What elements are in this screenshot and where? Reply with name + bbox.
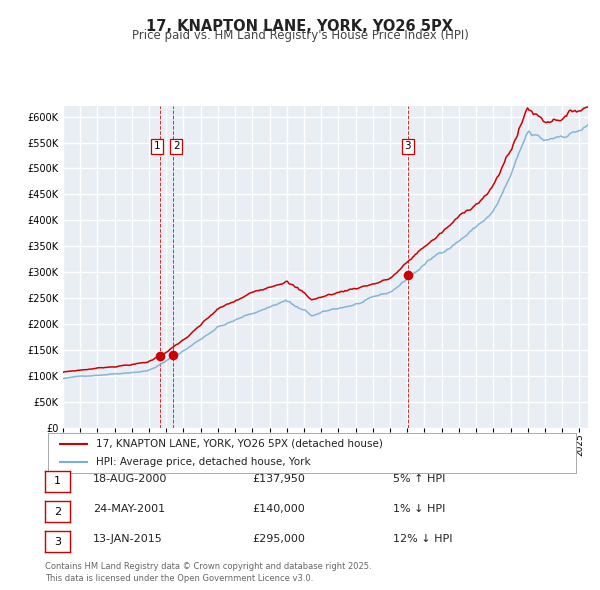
Text: 13-JAN-2015: 13-JAN-2015 — [93, 535, 163, 544]
Text: £140,000: £140,000 — [252, 504, 305, 514]
Text: 1: 1 — [54, 477, 61, 486]
Text: 5% ↑ HPI: 5% ↑ HPI — [393, 474, 445, 484]
Point — [403, 270, 413, 280]
Text: 24-MAY-2001: 24-MAY-2001 — [93, 504, 165, 514]
Point — [168, 350, 178, 360]
Text: 1: 1 — [154, 142, 160, 152]
Text: 18-AUG-2000: 18-AUG-2000 — [93, 474, 167, 484]
Text: Price paid vs. HM Land Registry's House Price Index (HPI): Price paid vs. HM Land Registry's House … — [131, 30, 469, 42]
Text: 2: 2 — [173, 142, 179, 152]
Text: 3: 3 — [54, 537, 61, 546]
Text: £137,950: £137,950 — [252, 474, 305, 484]
Text: £295,000: £295,000 — [252, 535, 305, 544]
Text: 3: 3 — [404, 142, 411, 152]
Text: HPI: Average price, detached house, York: HPI: Average price, detached house, York — [95, 457, 310, 467]
Text: 12% ↓ HPI: 12% ↓ HPI — [393, 535, 452, 544]
Text: Contains HM Land Registry data © Crown copyright and database right 2025.
This d: Contains HM Land Registry data © Crown c… — [45, 562, 371, 583]
Text: 17, KNAPTON LANE, YORK, YO26 5PX (detached house): 17, KNAPTON LANE, YORK, YO26 5PX (detach… — [95, 439, 382, 449]
Text: 2: 2 — [54, 507, 61, 516]
Point — [155, 352, 165, 361]
Text: 17, KNAPTON LANE, YORK, YO26 5PX: 17, KNAPTON LANE, YORK, YO26 5PX — [146, 19, 454, 34]
Text: 1% ↓ HPI: 1% ↓ HPI — [393, 504, 445, 514]
